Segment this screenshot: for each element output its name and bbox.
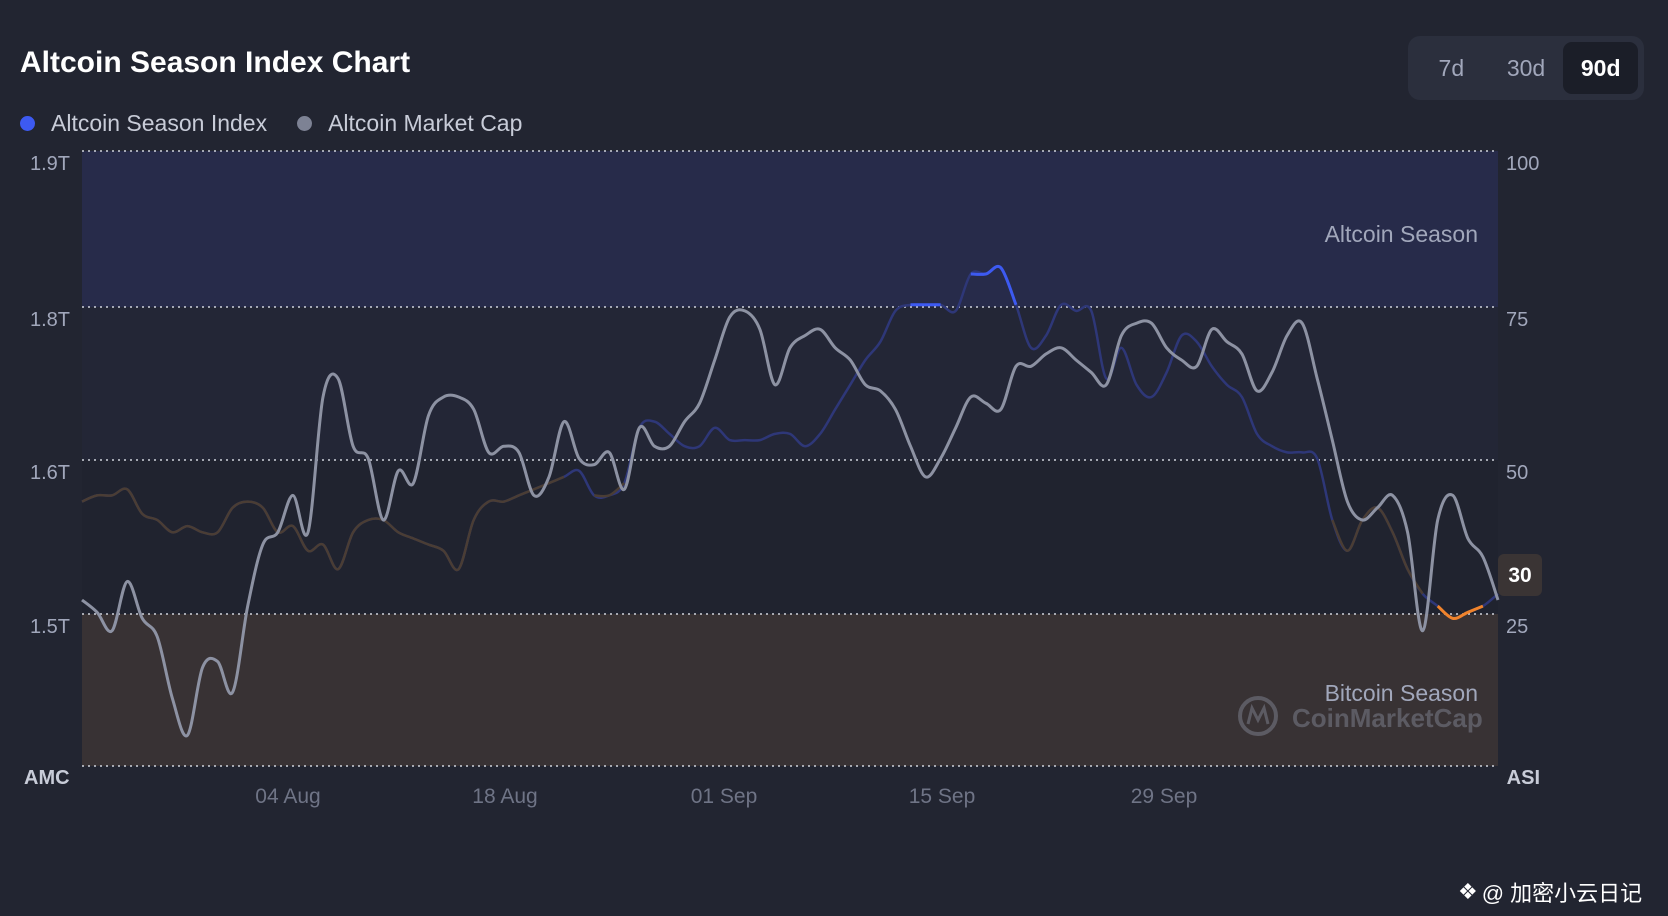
x-axis-tick: 29 Sep — [1131, 785, 1198, 808]
x-axis-tick: 04 Aug — [255, 785, 320, 808]
right-axis-tick: 100 — [1506, 153, 1539, 175]
altcoin-season-label: Altcoin Season — [1325, 221, 1478, 247]
neutral-zone-lower — [82, 460, 1498, 614]
right-axis-tick: 50 — [1506, 462, 1528, 484]
legend-dot-asi — [20, 116, 35, 131]
legend-item-asi[interactable]: Altcoin Season Index — [20, 110, 267, 137]
right-axis-tick: 25 — [1506, 616, 1528, 638]
asi-series-line-low-segment — [1436, 604, 1484, 621]
x-axis-ticks: 04 Aug 18 Aug 01 Sep 15 Sep 29 Sep — [255, 785, 1197, 808]
range-7d-button[interactable]: 7d — [1438, 55, 1465, 81]
diamond-logo-icon: ❖ — [1458, 879, 1478, 904]
neutral-zone-upper — [82, 307, 1498, 460]
page-title: Altcoin Season Index Chart — [20, 46, 411, 79]
left-axis-tick: 1.9T — [30, 153, 70, 175]
bitcoin-season-zone — [82, 614, 1498, 766]
footer-watermark: ❖ @ 加密小云日记 — [1458, 876, 1642, 908]
coinmarketcap-watermark: CoinMarketCap — [1292, 703, 1483, 733]
footer-watermark-text: @ 加密小云日记 — [1481, 881, 1643, 906]
left-axis-tick: 1.8T — [30, 309, 70, 331]
left-axis-tick: 1.6T — [30, 462, 70, 484]
altcoin-season-zone — [82, 151, 1498, 307]
bitcoin-season-label: Bitcoin Season — [1325, 680, 1478, 706]
left-axis-tick: 1.5T — [30, 616, 70, 638]
legend-dot-amc — [297, 116, 313, 131]
range-90d-button[interactable]: 90d — [1563, 42, 1639, 94]
right-axis-tick: 75 — [1506, 309, 1528, 331]
amc-series-line — [81, 308, 1500, 738]
x-axis-tick: 18 Aug — [472, 785, 537, 808]
current-value-text: 30 — [1508, 564, 1531, 587]
asi-series-line-altcoin-segment — [910, 264, 1018, 307]
legend-label-amc: Altcoin Market Cap — [328, 110, 523, 136]
left-axis-ticks: 1.9T 1.8T 1.6T 1.5T — [30, 153, 70, 638]
chart-legend: Altcoin Season Index Altcoin Market Cap — [20, 110, 552, 137]
current-value-badge — [1498, 554, 1542, 596]
grid-lines — [82, 150, 1498, 767]
time-range-selector: 7d 30d 90d — [1408, 36, 1644, 100]
legend-item-amc[interactable]: Altcoin Market Cap — [297, 110, 522, 137]
right-axis-label: ASI — [1507, 767, 1540, 789]
range-30d-button[interactable]: 30d — [1506, 55, 1546, 81]
left-axis-label: AMC — [24, 767, 70, 789]
x-axis-tick: 15 Sep — [909, 785, 976, 808]
coinmarketcap-logo — [1238, 696, 1278, 736]
legend-label-asi: Altcoin Season Index — [51, 110, 268, 136]
right-axis-ticks: 100 75 50 25 — [1506, 153, 1539, 638]
x-axis-tick: 01 Sep — [691, 785, 758, 808]
